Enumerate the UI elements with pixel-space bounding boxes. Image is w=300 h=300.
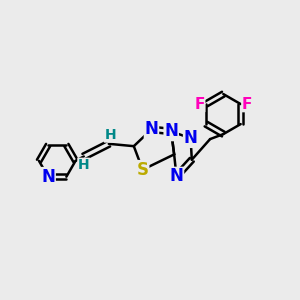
Text: N: N xyxy=(184,129,198,147)
Text: N: N xyxy=(41,168,55,186)
Text: N: N xyxy=(145,120,158,138)
Text: F: F xyxy=(242,97,252,112)
Text: N: N xyxy=(169,167,183,185)
Text: F: F xyxy=(194,97,205,112)
Text: S: S xyxy=(136,161,148,179)
Text: N: N xyxy=(164,122,178,140)
Text: H: H xyxy=(104,128,116,142)
Text: H: H xyxy=(78,158,90,172)
